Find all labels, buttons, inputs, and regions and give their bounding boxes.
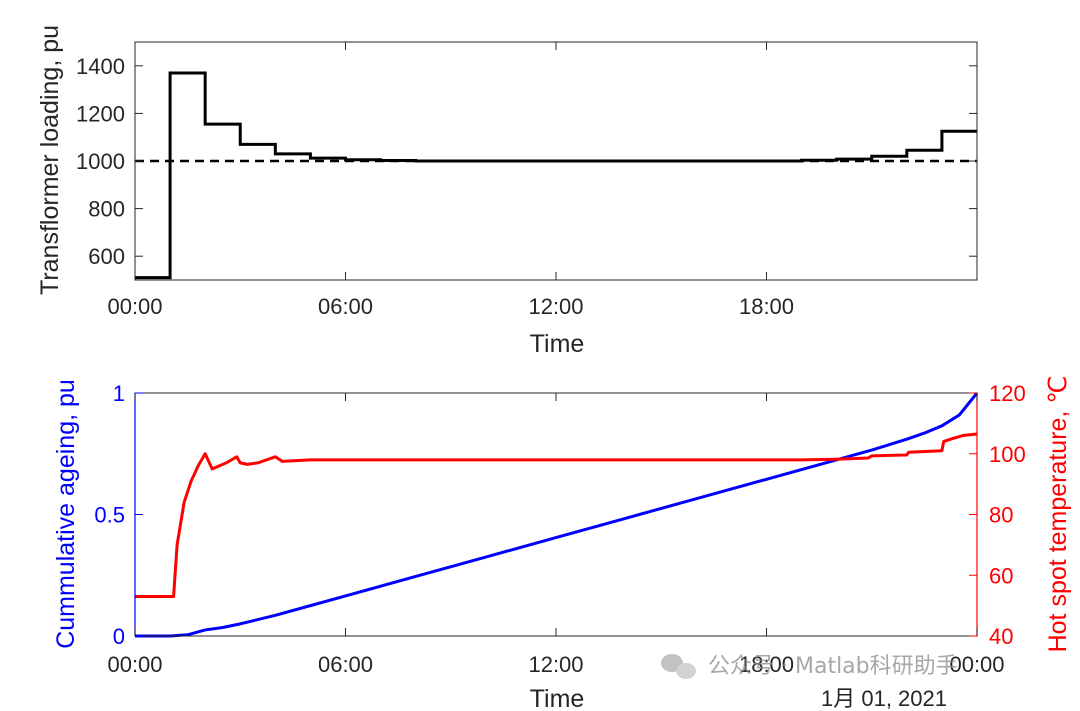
xtick-label: 06:00 — [318, 652, 373, 677]
ytick-label: 1200 — [76, 101, 125, 126]
ytick-label: 0 — [113, 624, 125, 649]
ageing-axes-box — [134, 392, 978, 637]
watermark: 公众号 · Matlab科研助手 — [661, 654, 958, 679]
watermark-text: 公众号 · Matlab科研助手 — [708, 654, 958, 679]
ytick-label-right: 60 — [989, 563, 1013, 588]
wechat-icon — [661, 654, 696, 679]
xtick-label: 12:00 — [528, 652, 583, 677]
ytick-label: 1000 — [76, 149, 125, 174]
ageing-line — [135, 392, 979, 638]
loading-step-line — [135, 71, 977, 280]
xtick-label: 00:00 — [949, 652, 1004, 677]
xtick-label: 00:00 — [107, 652, 162, 677]
ageing-chart: 0 0.5 1 40 60 80 100 120 00:00 06:00 12:00 18:00 00:… — [52, 376, 1072, 711]
xtick-label: 06:00 — [318, 294, 373, 319]
temperature-line — [135, 432, 978, 599]
loading-xlabel: Time — [530, 330, 585, 358]
ytick-label: 800 — [88, 197, 125, 222]
ageing-xlabel: Time — [530, 685, 585, 711]
temperature-ylabel: Hot spot temperature, ℃ — [1044, 376, 1072, 653]
xtick-label: 00:00 — [107, 294, 162, 319]
ytick-label: 1400 — [76, 54, 125, 79]
xtick-label: 12:00 — [528, 294, 583, 319]
ytick-label-right: 80 — [989, 503, 1013, 528]
ytick-label: 1 — [113, 381, 125, 406]
loading-chart: 600 800 1000 1200 1400 00:00 06:00 12:00 18:00 T… — [36, 25, 978, 358]
ytick-label-right: 120 — [989, 381, 1026, 406]
ytick-label: 600 — [88, 244, 125, 269]
ytick-label-right: 100 — [989, 442, 1026, 467]
ytick-label-right: 40 — [989, 624, 1013, 649]
xtick-label: 18:00 — [739, 652, 794, 677]
loading-series-layer — [135, 71, 977, 280]
ytick-label: 0.5 — [94, 503, 125, 528]
loading-ticks: 600 800 1000 1200 1400 00:00 06:00 12:00 18:00 — [76, 42, 977, 319]
ageing-series-layer — [135, 392, 979, 638]
ageing-ylabel: Cummulative ageing, pu — [52, 379, 80, 649]
xtick-label: 18:00 — [739, 294, 794, 319]
loading-ylabel: Transflormer loading, pu — [36, 25, 64, 295]
ageing-ticks: 0 0.5 1 40 60 80 100 120 00:00 06:00 12:00 18:00 00:… — [94, 381, 1025, 677]
date-label: 1月 01, 2021 — [821, 686, 947, 711]
